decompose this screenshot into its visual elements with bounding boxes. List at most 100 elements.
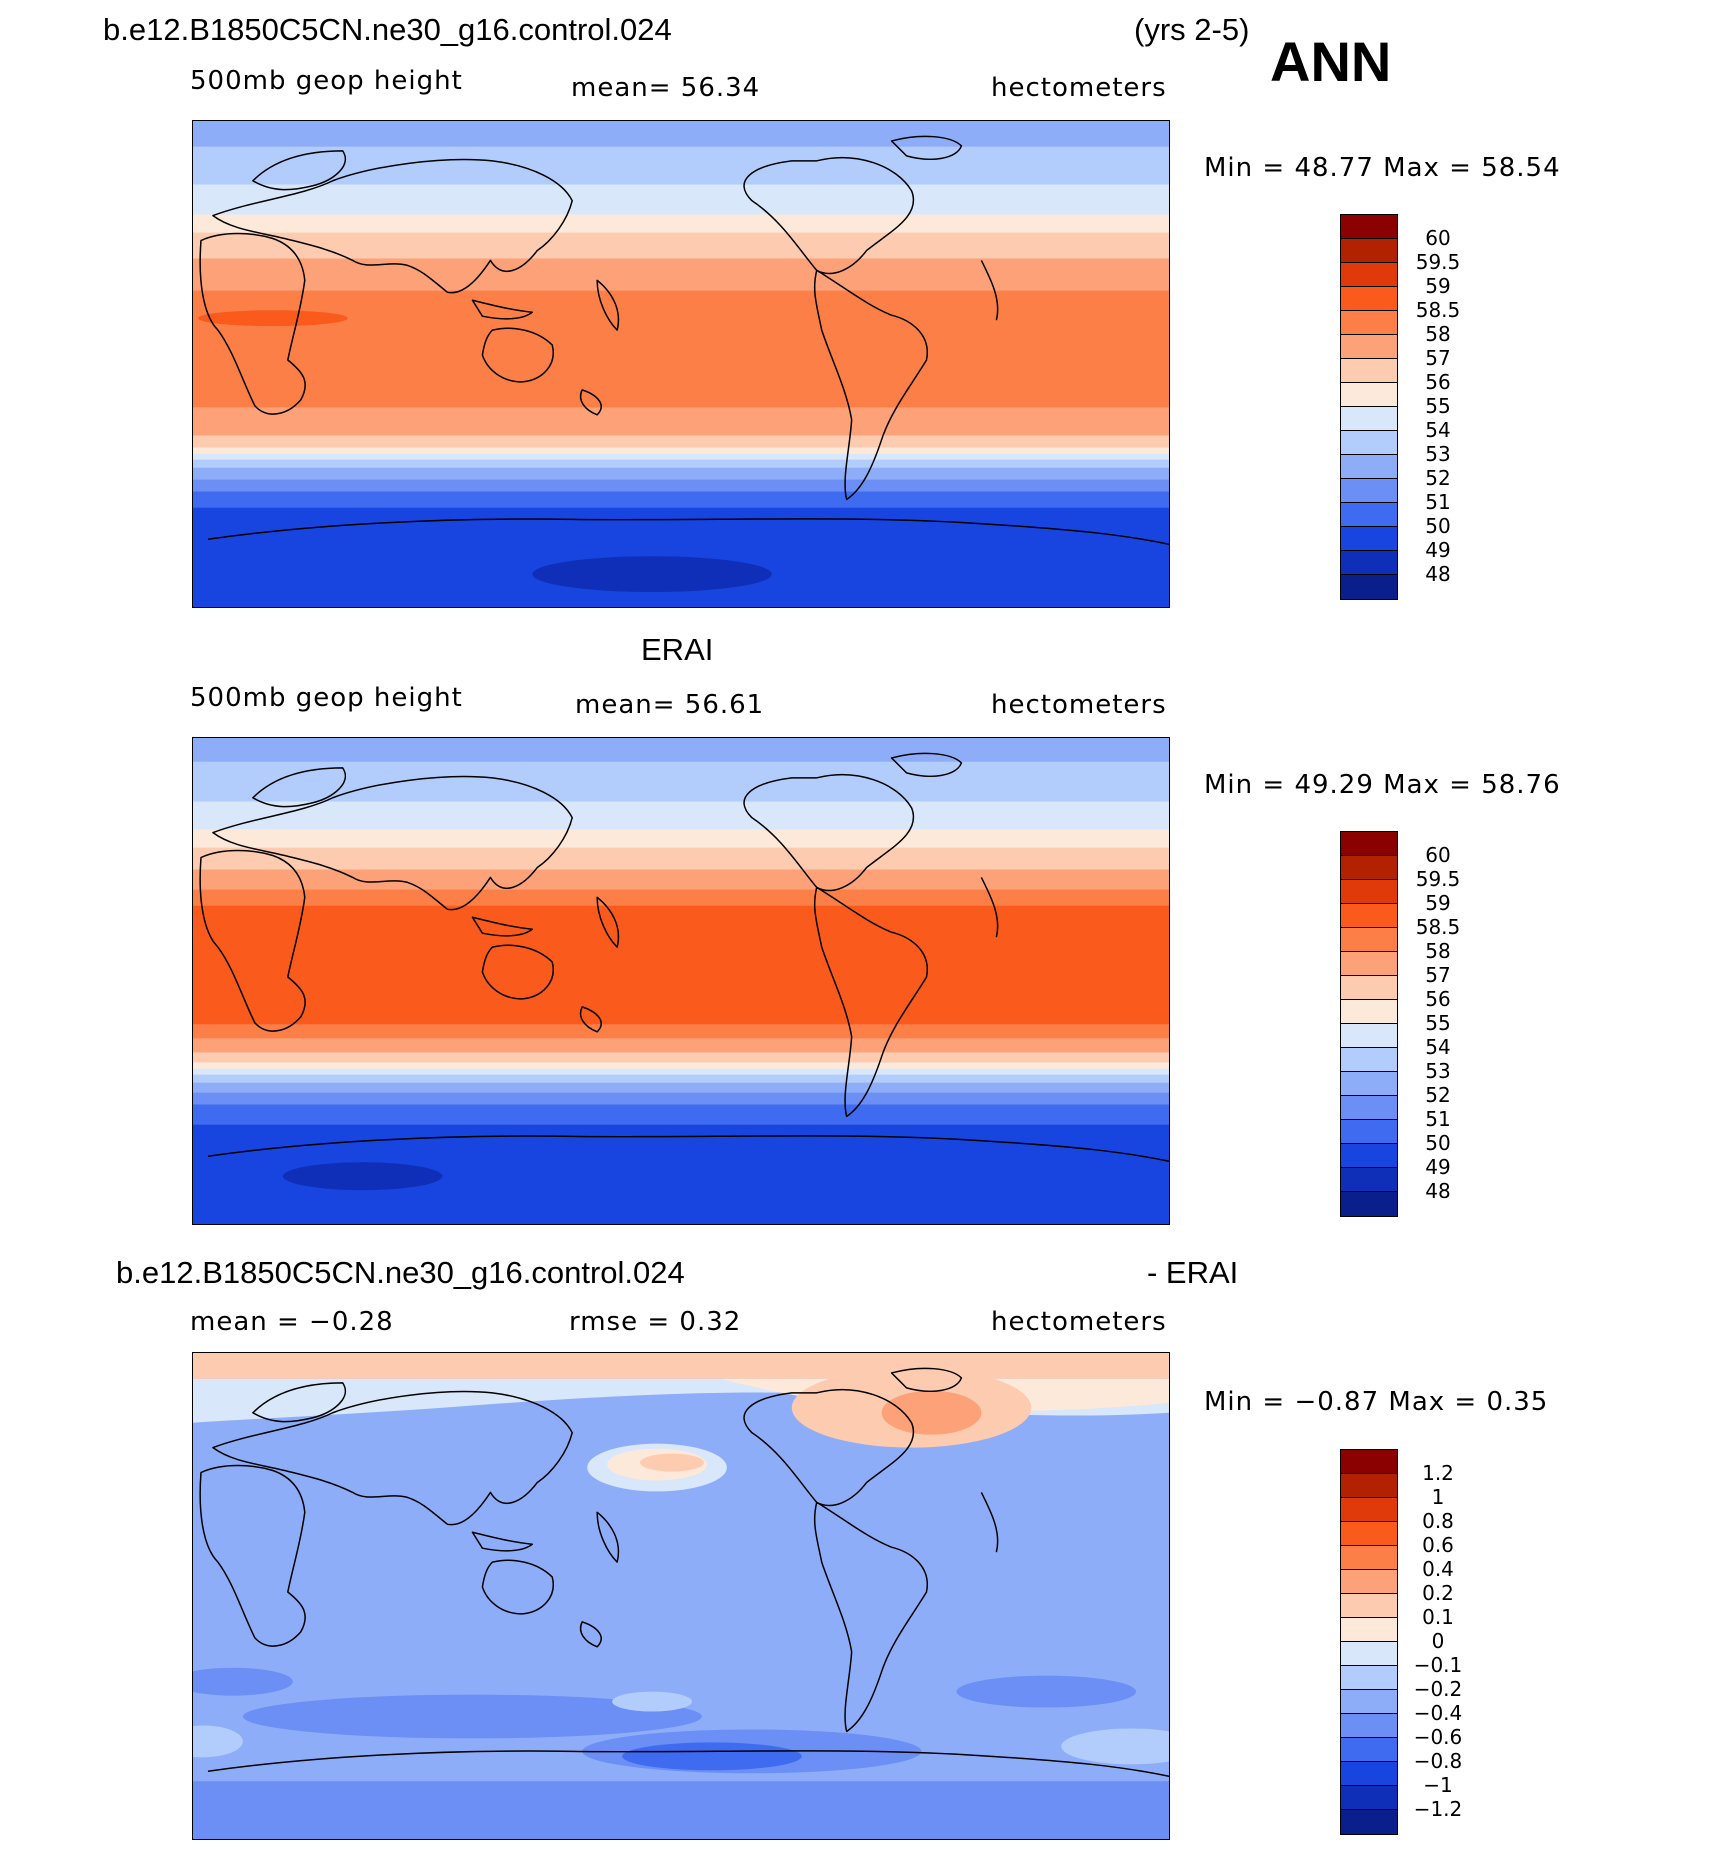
colorbar-level-label: 50 (1425, 514, 1451, 538)
colorbar-swatch (1341, 503, 1397, 527)
colorbar-level-label: 0.1 (1422, 1605, 1454, 1629)
panel2-title: ERAI (641, 632, 714, 667)
colorbar-swatch (1341, 928, 1397, 952)
colorbar-level-label: 58 (1425, 939, 1451, 963)
colorbar-level-label: 0.2 (1422, 1581, 1454, 1605)
colorbar-swatch (1341, 1474, 1397, 1498)
colorbar-swatch (1341, 976, 1397, 1000)
colorbar-level-label: 57 (1425, 346, 1451, 370)
colorbar-swatch (1341, 551, 1397, 575)
panel3-colorbar (1340, 1449, 1398, 1835)
panel2-mean: mean= 56.61 (575, 690, 765, 720)
colorbar-level-label: 51 (1425, 1107, 1451, 1131)
colorbar-swatch (1341, 1168, 1397, 1192)
colorbar-level-label: −0.2 (1413, 1677, 1463, 1701)
panel2-minmax: Min = 49.29 Max = 58.76 (1204, 770, 1561, 800)
panel1-colorbar (1340, 214, 1398, 600)
colorbar-swatch (1341, 1738, 1397, 1762)
colorbar-swatch (1341, 1096, 1397, 1120)
colorbar-swatch (1341, 1120, 1397, 1144)
panel3-rmse: rmse = 0.32 (569, 1307, 742, 1337)
colorbar-level-label: 0.8 (1422, 1509, 1454, 1533)
colorbar-level-label: 0 (1431, 1629, 1445, 1653)
panel3-minmax: Min = −0.87 Max = 0.35 (1204, 1387, 1549, 1417)
colorbar-swatch (1341, 904, 1397, 928)
colorbar-level-label: 54 (1425, 1035, 1451, 1059)
panel3-title-right: - ERAI (1147, 1255, 1239, 1290)
colorbar-level-label: 55 (1425, 1011, 1451, 1035)
colorbar-swatch (1341, 1714, 1397, 1738)
colorbar-swatch (1341, 311, 1397, 335)
colorbar-swatch (1341, 407, 1397, 431)
colorbar-level-label: −0.4 (1413, 1701, 1463, 1725)
colorbar-level-label: 54 (1425, 418, 1451, 442)
colorbar-level-label: 56 (1425, 370, 1451, 394)
colorbar-swatch (1341, 1618, 1397, 1642)
colorbar-level-label: 58 (1425, 322, 1451, 346)
panel3-units: hectometers (991, 1307, 1167, 1337)
colorbar-swatch (1341, 1450, 1397, 1474)
colorbar-level-label: 49 (1425, 1155, 1451, 1179)
panel2-colorbar (1340, 831, 1398, 1217)
colorbar-level-label: 52 (1425, 1083, 1451, 1107)
panel1-map (192, 120, 1170, 608)
colorbar-level-label: −0.6 (1413, 1725, 1463, 1749)
colorbar-level-label: 1.2 (1422, 1461, 1454, 1485)
colorbar-swatch (1341, 455, 1397, 479)
colorbar-level-label: −0.8 (1413, 1749, 1463, 1773)
panel1-mean: mean= 56.34 (571, 73, 761, 103)
colorbar-swatch (1341, 239, 1397, 263)
colorbar-swatch (1341, 1786, 1397, 1810)
colorbar-level-label: 1 (1431, 1485, 1445, 1509)
colorbar-level-label: 0.4 (1422, 1557, 1454, 1581)
panel2-variable: 500mb geop height (190, 683, 463, 713)
colorbar-swatch (1341, 383, 1397, 407)
colorbar-swatch (1341, 1522, 1397, 1546)
colorbar-level-label: 59.5 (1415, 867, 1461, 891)
colorbar-level-label: 55 (1425, 394, 1451, 418)
panel2-units: hectometers (991, 690, 1167, 720)
season-label: ANN (1270, 30, 1392, 93)
colorbar-swatch (1341, 1048, 1397, 1072)
panel1-minmax: Min = 48.77 Max = 58.54 (1204, 153, 1561, 183)
panel1-units: hectometers (991, 73, 1167, 103)
colorbar-swatch (1341, 359, 1397, 383)
colorbar-level-label: 59 (1425, 274, 1451, 298)
colorbar-level-label: 51 (1425, 490, 1451, 514)
colorbar-level-label: −1 (1423, 1773, 1453, 1797)
colorbar-swatch (1341, 856, 1397, 880)
colorbar-level-label: 48 (1425, 562, 1451, 586)
colorbar-swatch (1341, 1666, 1397, 1690)
colorbar-level-label: 59 (1425, 891, 1451, 915)
colorbar-level-label: 48 (1425, 1179, 1451, 1203)
colorbar-swatch (1341, 575, 1397, 599)
case-name: b.e12.B1850C5CN.ne30_g16.control.024 (103, 12, 672, 47)
colorbar-level-label: 57 (1425, 963, 1451, 987)
colorbar-swatch (1341, 287, 1397, 311)
colorbar-level-label: −0.1 (1413, 1653, 1463, 1677)
colorbar-level-label: 49 (1425, 538, 1451, 562)
panel3-map (192, 1352, 1170, 1840)
colorbar-swatch (1341, 952, 1397, 976)
colorbar-swatch (1341, 1570, 1397, 1594)
colorbar-level-label: −1.2 (1413, 1797, 1463, 1821)
colorbar-swatch (1341, 263, 1397, 287)
colorbar-swatch (1341, 1594, 1397, 1618)
colorbar-swatch (1341, 1546, 1397, 1570)
panel3-title: b.e12.B1850C5CN.ne30_g16.control.024 (116, 1255, 685, 1290)
panel3-mean: mean = −0.28 (190, 1307, 394, 1337)
colorbar-swatch (1341, 527, 1397, 551)
colorbar-swatch (1341, 1144, 1397, 1168)
colorbar-swatch (1341, 1072, 1397, 1096)
colorbar-swatch (1341, 479, 1397, 503)
colorbar-swatch (1341, 1810, 1397, 1834)
colorbar-swatch (1341, 1024, 1397, 1048)
panel1-variable: 500mb geop height (190, 66, 463, 96)
colorbar-swatch (1341, 335, 1397, 359)
colorbar-level-label: 60 (1425, 226, 1451, 250)
colorbar-swatch (1341, 431, 1397, 455)
colorbar-swatch (1341, 1000, 1397, 1024)
colorbar-level-label: 53 (1425, 1059, 1451, 1083)
colorbar-level-label: 0.6 (1422, 1533, 1454, 1557)
colorbar-swatch (1341, 215, 1397, 239)
